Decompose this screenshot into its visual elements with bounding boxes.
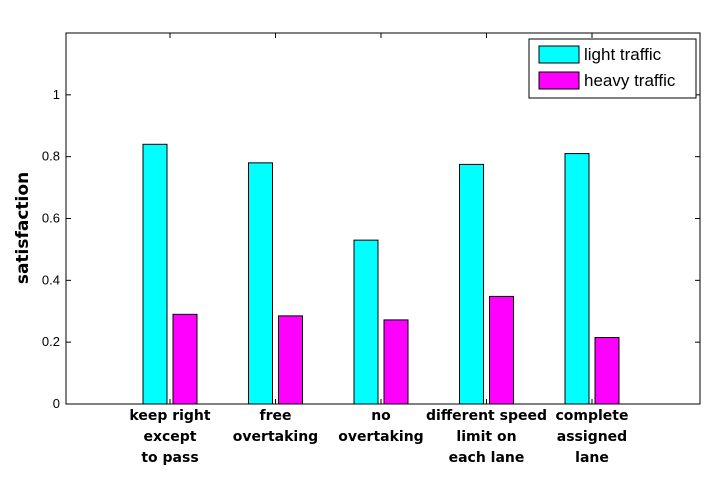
bar-light-traffic-4: [564, 153, 590, 405]
bar-heavy-traffic-3: [489, 295, 514, 405]
x-category-label: free: [260, 408, 292, 424]
bar-light-traffic-3: [459, 163, 484, 405]
bar-heavy-traffic-0: [172, 313, 198, 405]
x-category-label: no: [371, 408, 391, 424]
x-category-label: keep right: [129, 408, 211, 424]
x-category-label: complete: [555, 408, 628, 424]
x-category-label: except: [143, 429, 196, 445]
x-category-label: limit on: [456, 429, 516, 445]
y-tick-label: 0.6: [42, 211, 60, 226]
x-category-label: each lane: [449, 450, 525, 466]
x-axis-labels: keep right except to pass free overtaking no o…: [129, 33, 629, 466]
bar-light-traffic-0: [142, 143, 168, 405]
x-category-label: different speed: [426, 408, 547, 424]
bar-light-traffic-1: [248, 162, 273, 405]
y-tick-label: 0.4: [42, 272, 60, 287]
y-tick-label: 0.2: [42, 334, 60, 349]
legend-swatch: [538, 45, 580, 64]
bar-heavy-traffic-1: [278, 315, 303, 405]
x-category-label: lane: [575, 450, 609, 466]
y-tick-label: 0: [53, 396, 60, 411]
bar-light-traffic-2: [353, 239, 379, 405]
x-category-label: overtaking: [338, 429, 423, 445]
bar-heavy-traffic-2: [383, 319, 409, 405]
legend: light traffic heavy traffic: [528, 38, 697, 99]
y-tick-label: 0.8: [42, 149, 60, 164]
y-tick-label: 1: [53, 87, 60, 102]
legend-entry: heavy traffic: [584, 71, 676, 90]
bar-heavy-traffic-4: [594, 337, 620, 405]
x-category-label: overtaking: [233, 429, 318, 445]
legend-swatch: [538, 71, 580, 90]
bars-layer: [142, 143, 620, 405]
x-category-label: assigned: [557, 429, 627, 445]
x-category-label: to pass: [141, 450, 198, 466]
y-axis: 0 0.2 0.4 0.6 0.8 1: [42, 87, 700, 411]
legend-entry: light traffic: [584, 45, 662, 64]
y-axis-label: satisfaction: [13, 172, 33, 284]
